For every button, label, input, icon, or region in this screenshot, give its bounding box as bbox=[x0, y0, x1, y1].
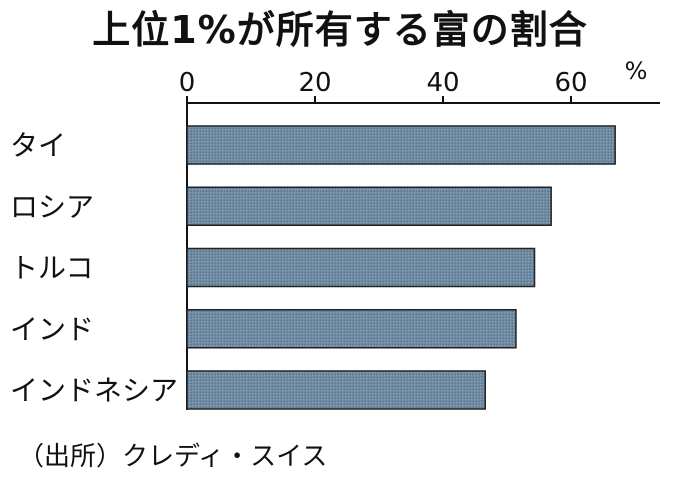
category-label: インド bbox=[10, 313, 94, 346]
bar bbox=[186, 370, 486, 410]
bar bbox=[186, 125, 616, 165]
bar bbox=[186, 186, 552, 226]
axis-layer: 0 20 40 60% bbox=[179, 57, 660, 410]
category-label: ロシア bbox=[10, 190, 94, 223]
chart-title: 上位1%が所有する富の割合 bbox=[92, 8, 588, 52]
category-label: トルコ bbox=[10, 252, 93, 285]
x-unit-label: % bbox=[625, 57, 648, 85]
bar-layer bbox=[186, 125, 616, 410]
bar bbox=[186, 309, 517, 349]
bar bbox=[186, 247, 536, 288]
x-tick-label: 40 bbox=[426, 68, 459, 98]
x-tick-label: 0 bbox=[179, 68, 196, 98]
category-label: インドネシア bbox=[10, 374, 178, 407]
source-note: （出所）クレディ・スイス bbox=[18, 442, 328, 472]
x-tick-label: 60 bbox=[554, 68, 587, 98]
x-tick-label: 20 bbox=[298, 68, 331, 98]
category-label: タイ bbox=[10, 129, 66, 162]
